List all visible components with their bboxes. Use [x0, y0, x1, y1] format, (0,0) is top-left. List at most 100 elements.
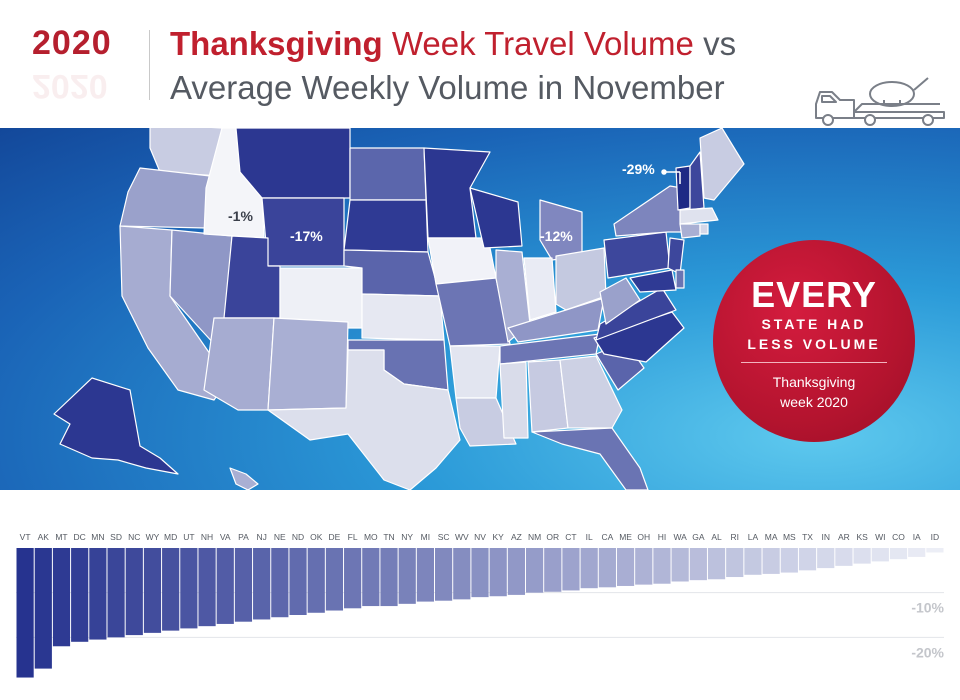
bar-ny: [398, 548, 416, 604]
state-fl: [531, 427, 649, 490]
bar-il: [580, 548, 598, 589]
state-md: [629, 269, 677, 293]
bar-label-al: AL: [711, 532, 722, 542]
bar-wa: [671, 548, 689, 582]
state-ms: [499, 361, 529, 439]
bar-in: [817, 548, 835, 569]
year-reflection: 2020: [32, 67, 108, 105]
map-label-id: -1%: [228, 208, 253, 224]
bar-label-oh: OH: [637, 532, 650, 542]
bar-label-ks: KS: [856, 532, 868, 542]
state-ga: [559, 355, 623, 429]
map-label-wy: -17%: [290, 228, 323, 244]
bar-label-ny: NY: [401, 532, 413, 542]
bar-ri: [726, 548, 744, 578]
bar-mt: [52, 548, 71, 647]
bar-oh: [635, 548, 653, 585]
bar-md: [162, 548, 180, 631]
bar-sd: [107, 548, 125, 638]
bar-az: [507, 548, 525, 595]
bar-label-il: IL: [586, 532, 593, 542]
bar-nh: [198, 548, 216, 627]
bar-hi: [653, 548, 671, 584]
bar-label-dc: DC: [74, 532, 86, 542]
bar-ms: [780, 548, 798, 573]
badge-caption2: week 2020: [780, 394, 848, 410]
state-la: [455, 397, 517, 447]
state-ny: [613, 185, 685, 237]
bar-label-wv: WV: [455, 532, 469, 542]
badge-line1: STATE HAD: [761, 316, 867, 332]
bar-label-ok: OK: [310, 532, 323, 542]
map-label-mi: -12%: [540, 228, 573, 244]
bar-ca: [598, 548, 616, 588]
badge-headline: EVERY: [751, 274, 877, 315]
state-az: [203, 317, 275, 411]
bar-label-nc: NC: [128, 532, 140, 542]
state-ar: [449, 345, 501, 399]
us-state-map: [53, 128, 745, 490]
bar-co: [889, 548, 908, 560]
gridline-label-2: -20%: [911, 644, 944, 660]
bar-label-ca: CA: [601, 532, 613, 542]
bar-mo: [362, 548, 380, 607]
bar-tn: [380, 548, 398, 607]
bar-label-in: IN: [821, 532, 830, 542]
bar-me: [616, 548, 635, 586]
bar-ia: [908, 548, 926, 557]
bar-label-sc: SC: [438, 532, 450, 542]
bar-vt: [16, 548, 34, 678]
bar-label-md: MD: [164, 532, 177, 542]
bar-ga: [689, 548, 707, 581]
bar-nv: [471, 548, 489, 598]
gridline-label-1: -10%: [911, 600, 944, 616]
bar-al: [707, 548, 726, 580]
header: 2020 2020 Thanksgiving Week Travel Volum…: [0, 0, 960, 128]
state-ak: [53, 377, 179, 475]
state-mo: [435, 277, 511, 347]
bar-ne: [271, 548, 289, 618]
bar-label-ak: AK: [38, 532, 50, 542]
vt-leader: [661, 169, 681, 184]
bar-mn: [89, 548, 107, 640]
state-mn: [423, 147, 491, 239]
bar-label-nj: NJ: [256, 532, 266, 542]
state-tx: [267, 349, 461, 490]
title-bold: Thanksgiving: [170, 25, 383, 62]
state-wv: [599, 277, 641, 325]
bar-label-ct: CT: [565, 532, 576, 542]
bar-sc: [435, 548, 453, 601]
map-label-vt: -29%: [622, 161, 655, 177]
state-or: [119, 167, 211, 229]
header-divider: [149, 30, 150, 100]
page-title: Thanksgiving Week Travel Volume vs Avera…: [170, 22, 820, 110]
state-mt: [235, 128, 351, 199]
bar-nj: [253, 548, 271, 620]
bar-la: [744, 548, 762, 575]
state-ri: [699, 223, 709, 235]
bar-de: [325, 548, 344, 611]
tow-truck-turkey-icon: [815, 77, 945, 126]
title-rest2: Average Weekly Volume in November: [170, 69, 725, 106]
bar-label-nd: ND: [292, 532, 304, 542]
bar-ok: [307, 548, 325, 613]
state-nm: [267, 317, 349, 411]
bar-label-ar: AR: [838, 532, 850, 542]
bar-label-mo: MO: [364, 532, 378, 542]
bar-label-hi: HI: [658, 532, 667, 542]
bar-label-ms: MS: [783, 532, 796, 542]
bar-nc: [125, 548, 143, 636]
state-va: [595, 287, 677, 341]
bar-va: [216, 548, 234, 624]
bar-label-az: AZ: [511, 532, 522, 542]
bar-wv: [453, 548, 471, 600]
bar-label-ut: UT: [183, 532, 194, 542]
state-nj: [667, 237, 685, 275]
state-in: [523, 257, 557, 321]
bar-label-pa: PA: [238, 532, 249, 542]
bar-ky: [489, 548, 507, 597]
bar-label-nm: NM: [528, 532, 541, 542]
bar-label-me: ME: [619, 532, 632, 542]
state-sd: [343, 199, 429, 253]
badge-line2: LESS VOLUME: [747, 336, 881, 352]
